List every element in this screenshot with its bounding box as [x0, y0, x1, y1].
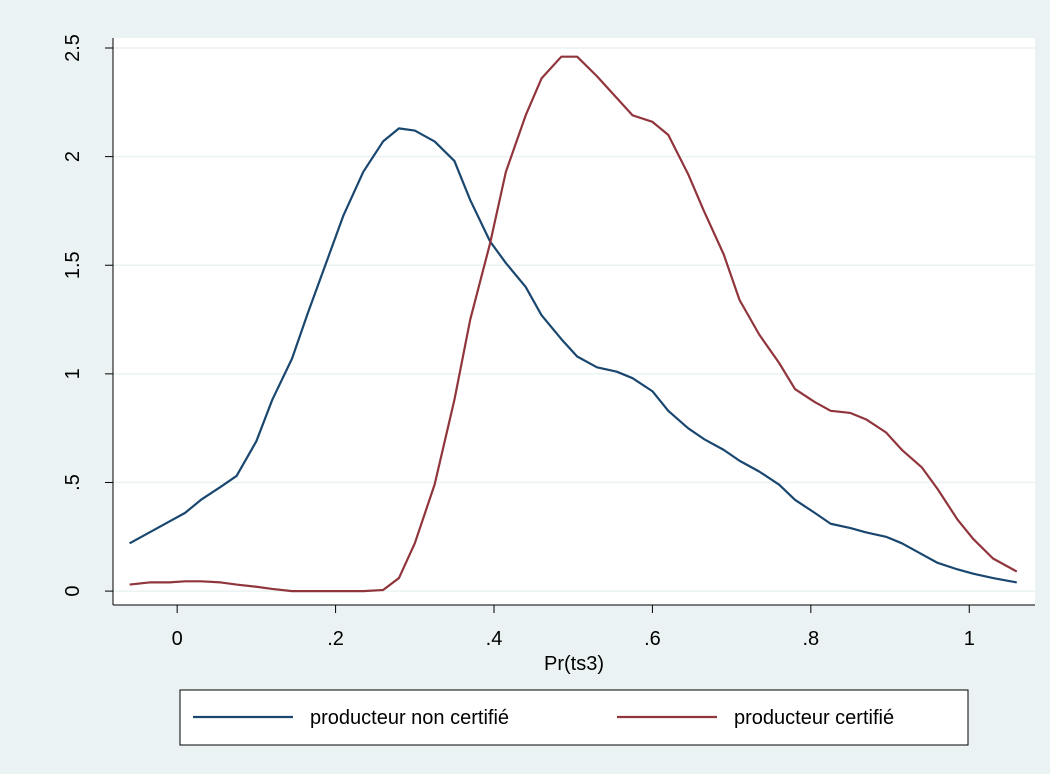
legend-label: producteur non certifié	[310, 707, 509, 729]
x-tick-label: .8	[802, 628, 819, 650]
legend	[179, 689, 969, 746]
x-axis-label: Pr(ts3)	[544, 653, 604, 675]
data-line	[129, 55, 1018, 593]
x-tick-label: .2	[327, 628, 344, 650]
x-tick-label: .6	[644, 628, 661, 650]
data-line	[129, 127, 1017, 584]
y-tick-label: 1	[62, 368, 84, 379]
x-tick-label: 0	[172, 628, 183, 650]
y-tick-label: .5	[62, 474, 84, 491]
y-tick-label: 0	[62, 586, 84, 597]
plot-area	[113, 38, 1035, 605]
y-tick-label: 2	[62, 151, 84, 162]
y-tick-label: 2.5	[62, 34, 84, 62]
x-tick-label: 1	[964, 628, 975, 650]
legend-label: producteur certifié	[734, 707, 894, 729]
y-tick-label: 1.5	[62, 251, 84, 279]
x-tick-label: .4	[486, 628, 503, 650]
